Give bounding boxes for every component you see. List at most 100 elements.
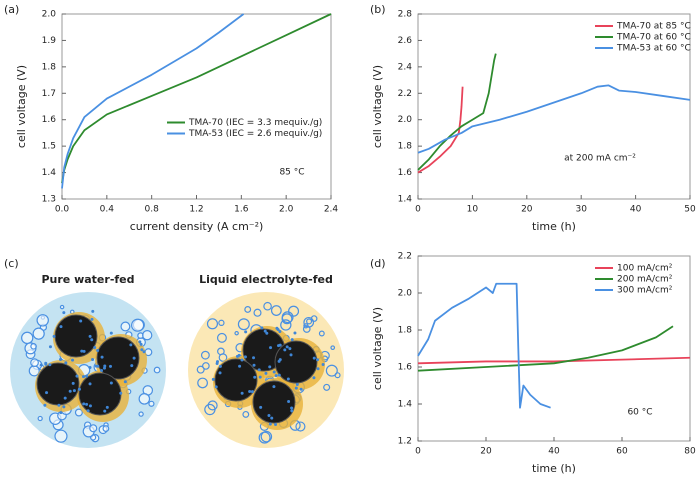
y-tick-label: 1.6 — [398, 168, 413, 178]
water-dot — [123, 380, 127, 384]
bubble — [37, 415, 43, 422]
legend-label: TMA-70 at 60 °C — [616, 33, 691, 43]
bubble — [218, 319, 225, 327]
water-dot — [287, 400, 291, 404]
water-dot — [259, 405, 263, 409]
water-dot — [263, 329, 267, 333]
water-dot — [288, 347, 292, 351]
legend-label: TMA-53 at 60 °C — [616, 44, 691, 54]
legend-label: TMA-53 (IEC = 2.6 mequiv./g) — [188, 129, 322, 139]
bubble — [303, 323, 309, 329]
bubble — [217, 347, 225, 356]
water-dot — [59, 411, 63, 415]
water-dot — [82, 375, 86, 379]
bubble — [318, 330, 325, 337]
bubble — [200, 350, 210, 360]
bubble — [270, 305, 282, 316]
x-axis-label: current density (A cm⁻²) — [130, 220, 264, 233]
water-dot — [85, 374, 89, 378]
y-tick-label: 1.2 — [398, 437, 412, 447]
water-dot — [290, 409, 294, 413]
bubble — [32, 327, 45, 340]
water-dot — [119, 391, 123, 395]
water-dot — [88, 334, 92, 338]
x-tick-label: 0.0 — [55, 205, 70, 215]
y-tick-label: 1.4 — [42, 168, 57, 178]
water-dot — [108, 364, 112, 368]
particle — [78, 372, 122, 416]
water-dot — [91, 358, 95, 362]
water-dot — [237, 353, 241, 357]
bubble — [21, 331, 34, 345]
water-dot — [82, 402, 86, 406]
water-dot — [75, 374, 79, 378]
series-line — [417, 84, 691, 154]
particle — [214, 358, 258, 402]
water-dot — [268, 365, 272, 369]
particle — [96, 336, 140, 380]
water-dot — [211, 377, 215, 381]
y-tick-label: 2.0 — [398, 115, 413, 125]
y-tick-label: 1.9 — [42, 36, 57, 46]
water-dot — [72, 389, 76, 393]
water-dot — [82, 349, 86, 353]
particle — [274, 340, 318, 384]
water-dot — [294, 386, 298, 390]
bubble — [334, 372, 341, 379]
water-dot — [260, 326, 264, 330]
annotation: at 200 mA cm⁻² — [564, 154, 636, 164]
bubble — [206, 318, 219, 330]
water-dot — [45, 391, 49, 395]
bubble — [138, 393, 151, 405]
x-tick-label: 10 — [467, 205, 479, 215]
water-dot — [252, 363, 256, 367]
y-tick-label: 1.5 — [42, 142, 56, 152]
water-dot — [59, 357, 63, 361]
bubble — [310, 315, 318, 322]
bubble — [306, 318, 313, 325]
bubble — [263, 301, 272, 311]
y-tick-label: 1.7 — [42, 89, 56, 99]
bubble — [216, 332, 227, 343]
y-tick-label: 2.6 — [398, 36, 413, 46]
y-tick-label: 2.2 — [398, 252, 412, 262]
series-line — [417, 53, 497, 171]
water-dot — [132, 356, 136, 360]
water-dot — [240, 358, 244, 362]
water-dot — [321, 362, 325, 366]
x-tick-label: 1.2 — [189, 205, 203, 215]
water-dot — [140, 348, 144, 352]
water-dot — [283, 348, 287, 352]
water-dot — [248, 390, 252, 394]
x-tick-label: 40 — [548, 447, 560, 457]
water-dot — [71, 381, 75, 385]
water-dot — [105, 405, 109, 409]
bubble — [258, 431, 271, 444]
y-tick-label: 2.8 — [398, 10, 413, 20]
water-dot — [63, 396, 67, 400]
x-tick-label: 20 — [480, 447, 492, 457]
water-dot — [289, 353, 293, 357]
water-dot — [264, 371, 268, 375]
x-tick-label: 0 — [415, 447, 421, 457]
water-dot — [218, 371, 222, 375]
water-dot — [71, 358, 75, 362]
bubble — [323, 383, 331, 391]
y-axis-label: cell voltage (V) — [371, 65, 384, 148]
water-dot — [258, 375, 262, 379]
water-dot — [274, 423, 278, 427]
y-tick-label: 1.3 — [42, 195, 56, 205]
water-dot — [275, 326, 279, 330]
water-dot — [250, 390, 254, 394]
plot-frame — [417, 13, 691, 200]
bubble — [120, 321, 131, 332]
water-dot — [316, 358, 320, 362]
water-dot — [244, 330, 248, 334]
water-dot — [100, 368, 104, 372]
y-axis-label: cell voltage (V) — [371, 307, 384, 390]
bubble — [330, 345, 336, 351]
water-dot — [93, 345, 97, 349]
water-dot — [257, 368, 261, 372]
panel-label: (c) — [4, 257, 19, 270]
bubble — [196, 365, 205, 374]
